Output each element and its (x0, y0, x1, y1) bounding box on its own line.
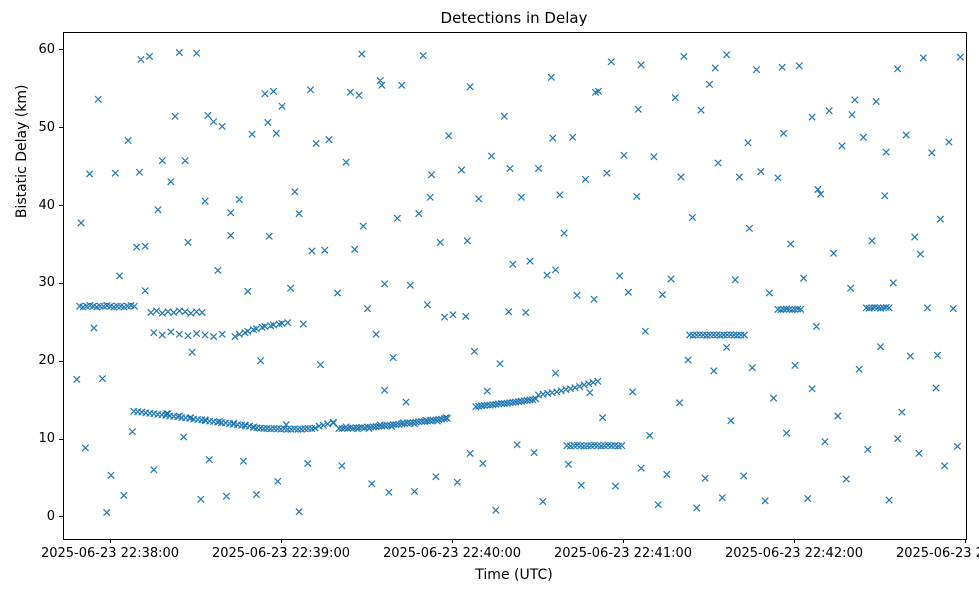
x-tick-mark (280, 539, 282, 543)
y-tick-mark (59, 516, 63, 518)
detection-markers (73, 48, 964, 517)
y-tick-mark (59, 360, 63, 362)
x-tick-mark (793, 539, 795, 543)
plot-area (63, 32, 967, 540)
x-tick-label: 2025-06-23 22:43:00 (895, 546, 979, 561)
y-tick-mark (59, 49, 63, 51)
x-axis-label: Time (UTC) (475, 567, 553, 583)
x-tick-label: 2025-06-23 22:42:00 (724, 546, 864, 561)
y-tick-mark (59, 438, 63, 440)
x-tick-label: 2025-06-23 22:38:00 (40, 546, 180, 561)
x-tick-mark (964, 539, 966, 543)
scatter-points (73, 48, 964, 517)
x-tick-mark (109, 539, 111, 543)
y-tick-label: 10 (38, 431, 55, 447)
x-tick-label: 2025-06-23 22:39:00 (211, 546, 351, 561)
y-tick-mark (59, 205, 63, 207)
y-tick-label: 30 (38, 275, 55, 291)
y-tick-mark (59, 127, 63, 129)
y-tick-label: 60 (38, 41, 55, 57)
y-tick-label: 20 (38, 353, 55, 369)
y-axis-label: Bistatic Delay (km) (14, 84, 30, 219)
y-tick-mark (59, 282, 63, 284)
x-tick-mark (622, 539, 624, 543)
y-tick-label: 50 (38, 119, 55, 135)
y-tick-label: 0 (46, 508, 55, 524)
x-tick-label: 2025-06-23 22:41:00 (553, 546, 693, 561)
y-tick-label: 40 (38, 197, 55, 213)
x-tick-mark (451, 539, 453, 543)
chart-title: Detections in Delay (440, 9, 588, 27)
x-tick-label: 2025-06-23 22:40:00 (382, 546, 522, 561)
